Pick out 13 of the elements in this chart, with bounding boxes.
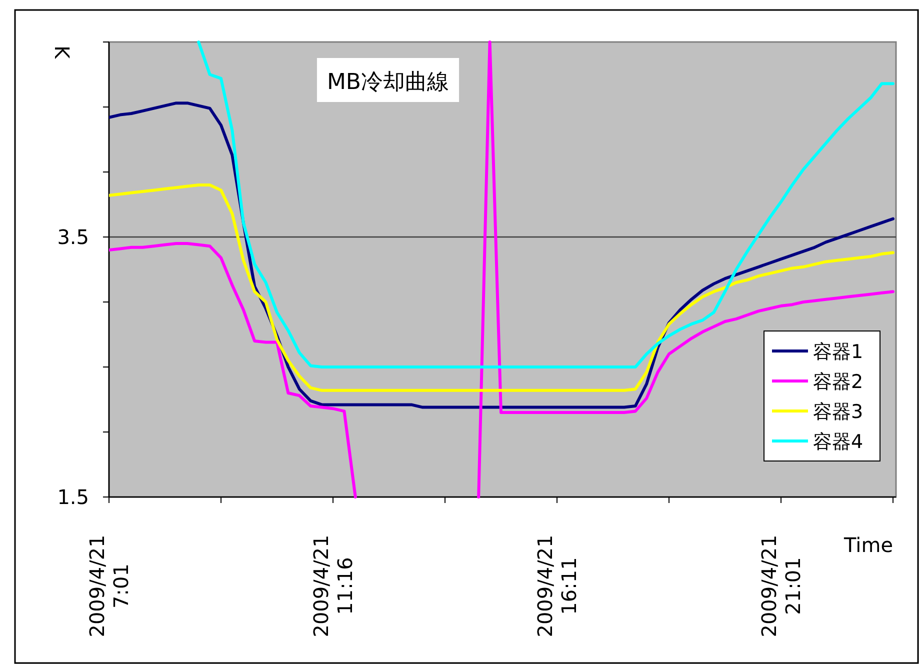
legend-label: 容器2 bbox=[813, 371, 864, 393]
y-tick-label: 1.5 bbox=[57, 485, 89, 509]
x-tick-label: 2009/4/21 11:16 bbox=[309, 534, 357, 638]
x-axis-title: Time bbox=[843, 533, 893, 557]
x-tick-label: 2009/4/21 21:01 bbox=[757, 534, 805, 638]
legend-label: 容器1 bbox=[813, 341, 864, 363]
y-tick-label: 3.5 bbox=[57, 225, 89, 249]
title: MB冷却曲線 bbox=[316, 58, 460, 102]
x-tick-label: 2009/4/21 7:01 bbox=[85, 534, 133, 638]
y-axis-title: K bbox=[50, 45, 74, 60]
legend-label: 容器3 bbox=[813, 401, 864, 423]
legend-label: 容器4 bbox=[813, 431, 864, 453]
x-tick-label: 2009/4/21 16:11 bbox=[533, 534, 581, 638]
